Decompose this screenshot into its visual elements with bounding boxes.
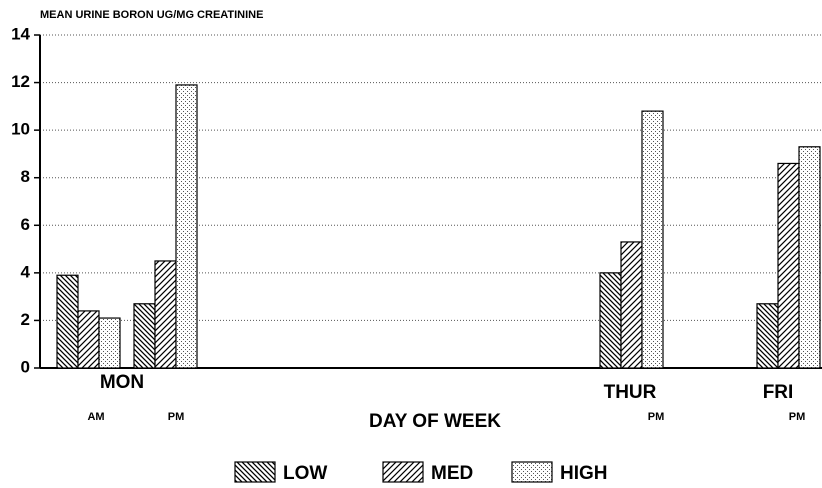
y-tick-label: 12 [11, 72, 30, 91]
bar [620, 241, 643, 369]
bar [154, 260, 177, 369]
bar [133, 303, 156, 369]
legend-label: MED [431, 463, 473, 484]
legend-swatch [234, 461, 276, 483]
bar [56, 274, 79, 369]
x-tick-label: PM [648, 411, 665, 423]
day-label: MON [100, 372, 144, 393]
bar [641, 110, 664, 369]
y-tick-label: 8 [21, 167, 30, 186]
bar [599, 272, 622, 369]
y-tick-label: 0 [21, 357, 30, 376]
legend-swatch [382, 461, 424, 483]
x-tick-label: PM [168, 411, 185, 423]
x-tick-label: AM [87, 411, 104, 423]
y-tick-label: 10 [11, 120, 30, 139]
legend-label: HIGH [560, 463, 608, 484]
bar [798, 146, 821, 369]
x-tick-label: PM [789, 411, 806, 423]
legend-label: LOW [283, 463, 327, 484]
day-label: FRI [763, 382, 794, 403]
bar [777, 162, 800, 369]
bar [98, 317, 121, 369]
bar [77, 310, 100, 369]
y-tick-label: 4 [21, 262, 31, 281]
legend-swatch [511, 461, 553, 483]
y-tick-label: 6 [21, 215, 30, 234]
day-label: THUR [604, 382, 657, 403]
chart-title: MEAN URINE BORON UG/MG CREATININE [40, 9, 263, 21]
bar [756, 303, 779, 369]
bar [175, 84, 198, 369]
x-axis-label: DAY OF WEEK [369, 411, 501, 432]
y-tick-label: 14 [11, 24, 30, 43]
y-tick-label: 2 [21, 310, 30, 329]
